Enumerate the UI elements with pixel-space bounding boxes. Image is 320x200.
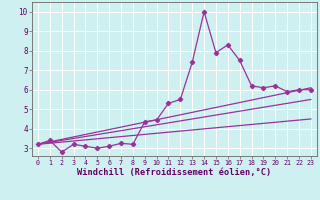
X-axis label: Windchill (Refroidissement éolien,°C): Windchill (Refroidissement éolien,°C)	[77, 168, 272, 177]
